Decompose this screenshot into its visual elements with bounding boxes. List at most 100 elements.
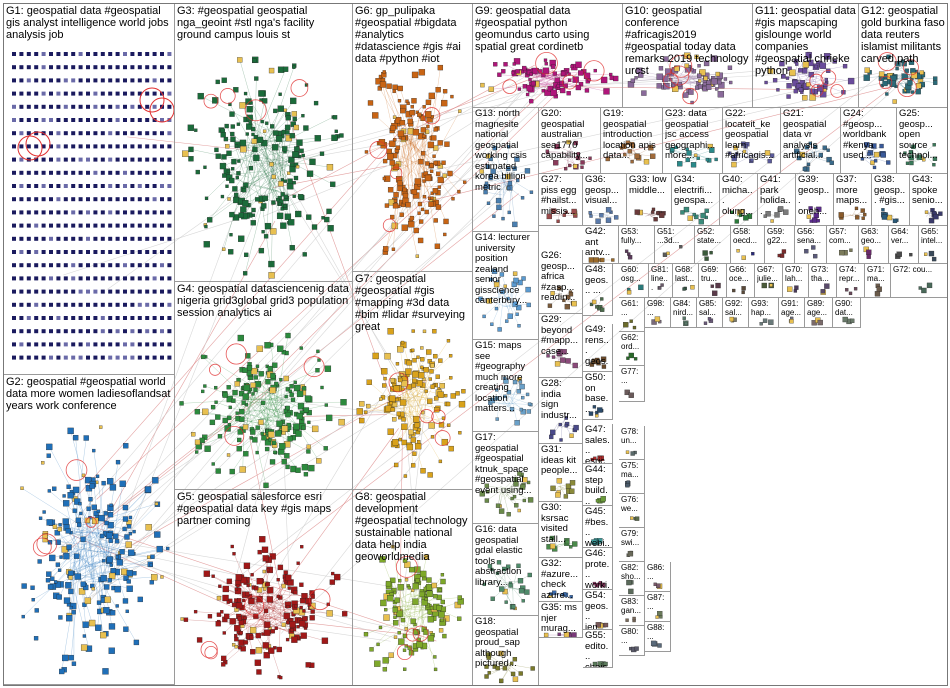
intra-group-edge (239, 59, 274, 177)
group-box-g66: G66: oce... (727, 264, 755, 298)
group-label-g81: G81: line... (651, 265, 669, 292)
intra-group-edge (75, 489, 92, 540)
intra-group-edge (206, 573, 262, 603)
intra-group-edge (23, 532, 107, 617)
group-box-g69: G69: tru... (699, 264, 727, 298)
intra-group-edge (75, 503, 157, 528)
intra-group-edge (245, 169, 285, 186)
intra-group-edge (256, 402, 273, 453)
intra-group-edge (262, 601, 265, 635)
intra-group-edge (213, 408, 263, 465)
intra-group-edge (45, 539, 90, 546)
intra-group-edge (248, 393, 254, 414)
group-label-g67: G67: julie... (757, 265, 778, 283)
intra-group-edge (69, 513, 97, 548)
intra-group-edge (497, 492, 501, 506)
intra-group-edge (255, 601, 310, 606)
group-label-g36: G36: geosp... visual... (585, 175, 622, 206)
intra-group-edge (406, 138, 445, 176)
intra-group-edge (243, 137, 257, 181)
intra-group-edge (683, 77, 706, 79)
intra-group-edge (245, 100, 265, 188)
intra-group-edge (512, 584, 514, 607)
group-box-g92: G92: sal... (723, 298, 749, 328)
intra-group-edge (77, 565, 99, 577)
group-box-g50: G50: on base... (583, 372, 613, 420)
group-label-g43: G43: spoke senio... (912, 175, 943, 206)
group-box-g26: G26: geosp... africa #zasp... readin... (539, 250, 583, 314)
intra-group-edge (365, 613, 418, 635)
intra-group-edge (670, 79, 691, 84)
inter-group-edge (247, 428, 399, 637)
group-box-g25: G25: geosp... open source technol... (897, 108, 948, 174)
intra-group-edge (244, 368, 271, 417)
intra-group-edge (215, 401, 274, 423)
intra-group-edge (489, 300, 508, 308)
intra-group-edge (277, 399, 310, 414)
intra-group-edge (268, 148, 297, 156)
group-box-g57: G57: com... (827, 226, 859, 264)
group-box-g16: G16: data geospatial gdal elastic tools … (473, 524, 539, 616)
intra-group-edge (502, 487, 515, 497)
intra-group-edge (402, 145, 415, 192)
inter-group-edge (249, 435, 288, 625)
group-box-g45: G45: #bes... webi... (583, 506, 613, 548)
group-label-g4: G4: geospatial datasciencenig data niger… (177, 283, 349, 319)
group-label-g85: G85: sal... (699, 299, 719, 317)
group-box-g41: G41: park holida... (758, 174, 796, 226)
inter-group-edge (59, 193, 519, 558)
intra-group-edge (405, 340, 449, 406)
intra-group-edge (88, 542, 123, 552)
intra-group-edge (392, 391, 423, 410)
group-box-g7: G7: geospatial #geospatial #gis #mapping… (353, 272, 473, 490)
group-box-g74: G74: repr... (837, 264, 865, 298)
group-box-g39: G39: geosp... oneh... (796, 174, 834, 226)
intra-group-edge (531, 79, 552, 90)
intra-group-edge (85, 564, 112, 568)
group-box-g71: G71: ma... (865, 264, 891, 298)
intra-group-edge (33, 561, 98, 600)
intra-group-edge (534, 73, 565, 79)
intra-group-edge (484, 581, 502, 585)
group-box-g13: G13: north magnesite national geospatial… (473, 108, 539, 232)
group-box-g51: G51: ...3d... (655, 226, 695, 264)
group-box-g53: G53: fully... (619, 226, 655, 264)
group-label-g93: G93: hap... (751, 299, 772, 317)
intra-group-edge (498, 562, 511, 581)
intra-group-edge (418, 395, 424, 413)
group-box-g19: G19: geospatial introduction location ap… (601, 108, 663, 174)
group-label-g65: G65: intel... (921, 227, 943, 245)
intra-group-edge (64, 549, 95, 567)
intra-group-edge (270, 159, 281, 216)
group-label-g16: G16: data geospatial gdal elastic tools … (475, 525, 526, 588)
group-box-g54: G54: geos... jen... (583, 590, 613, 630)
group-box-g86: G86: ... (645, 562, 671, 592)
group-label-g18: G18: geospatial proud_sap although pictu… (475, 617, 523, 669)
inter-group-edge (83, 542, 291, 587)
intra-group-edge (282, 393, 301, 426)
group-box-g4: G4: geospatial datasciencenig data niger… (175, 282, 353, 490)
intra-group-edge (377, 621, 416, 645)
group-label-g25: G25: geosp... open source technol... (899, 109, 938, 161)
inter-group-edge (297, 414, 387, 417)
group-box-g48: G48: geos... ... (583, 264, 613, 316)
group-box-g35: G35: ms njer murag... (539, 602, 583, 638)
group-box-g38: G38: geosp... #gis... (872, 174, 910, 226)
group-label-g75: G75: ma... (621, 461, 641, 479)
intra-group-edge (263, 170, 278, 200)
group-box-g98: G98: ... (645, 298, 671, 328)
intra-group-edge (511, 565, 519, 591)
intra-group-edge (254, 369, 318, 399)
intra-group-edge (282, 118, 295, 182)
intra-group-edge (250, 401, 344, 403)
intra-group-edge (506, 494, 520, 511)
intra-group-edge (267, 399, 280, 424)
group-label-g48: G48: geos... ... (585, 265, 609, 296)
intra-group-edge (52, 542, 108, 559)
group-label-g39: G39: geosp... oneh... (798, 175, 830, 217)
inter-group-edge (82, 65, 544, 610)
intra-group-edge (483, 301, 500, 317)
intra-group-edge (399, 592, 424, 617)
intra-group-edge (398, 395, 425, 400)
intra-group-edge (392, 546, 405, 621)
